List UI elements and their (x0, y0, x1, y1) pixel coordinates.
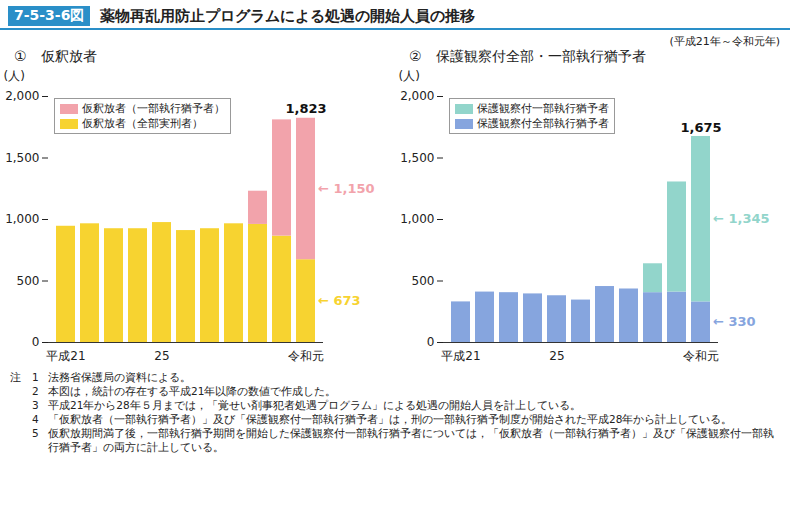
svg-text:500: 500 (412, 274, 435, 288)
svg-text:1,823: 1,823 (285, 101, 326, 116)
html-text:(平成21年～令和元年): (平成21年～令和元年) (669, 35, 780, 48)
html-text:① 仮釈放者: ① 仮釈放者 (14, 48, 97, 64)
svg-text:2,000: 2,000 (400, 89, 434, 103)
html-text:注: 注 (10, 371, 21, 383)
html-text:本図は，統計の存在する平成21年以降の数値で作成した。: 本図は，統計の存在する平成21年以降の数値で作成した。 (48, 385, 337, 397)
svg-text:← 1,345: ← 1,345 (713, 211, 770, 226)
svg-text:1,500: 1,500 (400, 151, 434, 165)
svg-text:(人): (人) (399, 69, 420, 83)
html-text:平成21年から28年５月までは，「覚せい剤事犯者処遇プログラ: 平成21年から28年５月までは，「覚せい剤事犯者処遇プログラム」による処遇の開始… (48, 399, 581, 411)
svg-text:令和元: 令和元 (288, 349, 324, 363)
svg-text:0: 0 (32, 335, 40, 349)
html-text:保護観察付全部執行猶予者: 保護観察付全部執行猶予者 (477, 117, 609, 130)
html-text:仮釈放者（一部執行猶予者）: 仮釈放者（一部執行猶予者） (82, 102, 225, 115)
html-text:保護観察付一部執行猶予者: 保護観察付一部執行猶予者 (477, 102, 609, 115)
html-text:薬物再乱用防止プログラムによる処遇の開始人員の推移: 薬物再乱用防止プログラムによる処遇の開始人員の推移 (100, 6, 476, 25)
html-text:仮釈放期間満了後，一部執行猶予期間を開始した保護観察付一部執: 仮釈放期間満了後，一部執行猶予期間を開始した保護観察付一部執行猶予者については，… (48, 427, 774, 453)
svg-text:0: 0 (427, 335, 435, 349)
html-text:1: 1 (32, 371, 39, 383)
svg-text:1,000: 1,000 (5, 212, 39, 226)
svg-text:25: 25 (154, 349, 169, 363)
svg-text:平成21: 平成21 (46, 349, 85, 363)
html-text:3: 3 (32, 399, 39, 411)
svg-text:1,500: 1,500 (5, 151, 39, 165)
svg-text:1,000: 1,000 (400, 212, 434, 226)
html-text:7-5-3-6図: 7-5-3-6図 (14, 7, 85, 23)
html-text:仮釈放者（全部実刑者）: 仮釈放者（全部実刑者） (82, 117, 203, 130)
svg-text:(人): (人) (4, 69, 25, 83)
html-text:2: 2 (32, 385, 39, 397)
svg-text:平成21: 平成21 (441, 349, 480, 363)
html-text:5: 5 (32, 427, 39, 439)
html-text:② 保護観察付全部・一部執行猶予者: ② 保護観察付全部・一部執行猶予者 (409, 48, 646, 64)
svg-text:← 1,150: ← 1,150 (318, 181, 375, 196)
svg-text:← 330: ← 330 (713, 314, 756, 329)
svg-text:← 673: ← 673 (318, 293, 361, 308)
html-text:4: 4 (32, 413, 39, 425)
svg-text:2,000: 2,000 (5, 89, 39, 103)
html-text:法務省保護局の資料による。: 法務省保護局の資料による。 (48, 371, 191, 383)
html-text:「仮釈放者（一部執行猶予者）」及び「保護観察付一部執行猶予者: 「仮釈放者（一部執行猶予者）」及び「保護観察付一部執行猶予者」は，刑の一部執行猶… (48, 413, 733, 425)
svg-text:500: 500 (17, 274, 40, 288)
svg-text:25: 25 (549, 349, 564, 363)
svg-text:令和元: 令和元 (683, 349, 719, 363)
svg-text:1,675: 1,675 (680, 120, 721, 135)
